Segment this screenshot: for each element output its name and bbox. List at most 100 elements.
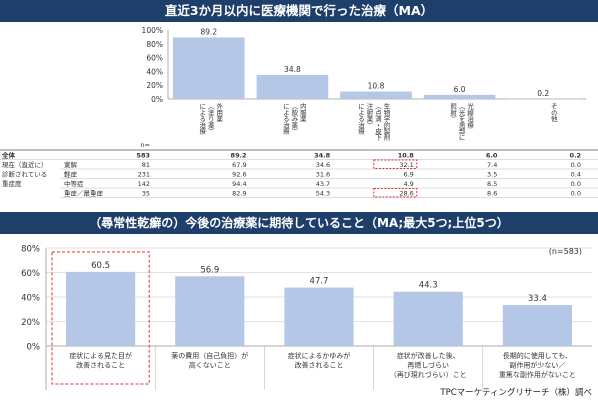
row-n: 142 bbox=[138, 180, 150, 188]
table-cell: 6.0 bbox=[486, 152, 498, 160]
bar bbox=[423, 94, 496, 99]
highlight-box bbox=[373, 159, 418, 169]
data-label: 6.0 bbox=[454, 85, 466, 94]
bar bbox=[507, 98, 579, 100]
table-cell: 10.8 bbox=[398, 152, 415, 160]
row-label: 寛解 bbox=[64, 160, 78, 169]
bottom-chart: 80% 60% 40% 20% 0% (n=583) 60.5 症状による見た目が改善されるこ… bbox=[21, 245, 592, 390]
data-label: 89.2 bbox=[200, 27, 217, 36]
row-label: 中等症 bbox=[64, 179, 84, 188]
x-category-label: 再燃しづらい bbox=[407, 361, 449, 370]
y-tick-label: 60% bbox=[146, 54, 163, 63]
row-label: 重症／最重症 bbox=[64, 189, 104, 198]
x-category-label: （塗り薬） bbox=[206, 103, 214, 134]
table-cell: 89.2 bbox=[231, 152, 247, 160]
x-category-label: （再び現れづらい）こと bbox=[390, 370, 467, 379]
table-cell: 31.6 bbox=[316, 171, 330, 179]
x-category-label: 症状によるかゆみが bbox=[288, 351, 351, 360]
table-cell: 6.9 bbox=[403, 171, 413, 179]
table-cell: 7.4 bbox=[487, 161, 497, 169]
table-cell: 54.3 bbox=[316, 190, 330, 198]
table-cell: 8.5 bbox=[487, 180, 497, 188]
row-n: 81 bbox=[142, 161, 150, 169]
row-n: 35 bbox=[142, 190, 150, 198]
data-label: 60.5 bbox=[91, 261, 110, 271]
bar bbox=[66, 271, 136, 346]
x-category-label: 注射薬） bbox=[365, 102, 373, 128]
x-category-label: 照射） bbox=[449, 103, 457, 122]
table-cell: 0.4 bbox=[571, 171, 581, 179]
x-category-label: による治療 bbox=[198, 103, 206, 135]
table-cell: 34.8 bbox=[314, 152, 331, 160]
highlight-box bbox=[51, 251, 150, 385]
x-category-label: （飲み薬） bbox=[290, 103, 298, 134]
table-cell: 8.6 bbox=[487, 190, 497, 198]
y-tick-label: 40% bbox=[21, 294, 40, 304]
table-cell: 32.1 bbox=[399, 161, 413, 169]
table-cell: 3.5 bbox=[487, 171, 497, 179]
row-group-label: 現在（直近に） bbox=[2, 160, 48, 169]
source-credit: TPCマーケティングリサーチ（株）調べ bbox=[440, 388, 592, 398]
x-category-label: による治療 bbox=[281, 103, 289, 135]
y-tick-label: 40% bbox=[146, 67, 163, 76]
row-n: 583 bbox=[136, 152, 150, 160]
x-category-label: 外用薬 bbox=[215, 102, 223, 123]
table-cell: 0.0 bbox=[571, 180, 581, 188]
bar bbox=[256, 74, 329, 99]
table-cell: 0.0 bbox=[571, 161, 581, 169]
row-n: 231 bbox=[138, 171, 150, 179]
x-category-label: 内服薬 bbox=[298, 102, 306, 123]
x-category-label: 症状による見た目が bbox=[69, 351, 132, 360]
row-label: 軽症 bbox=[64, 170, 78, 179]
data-label: 47.7 bbox=[310, 277, 329, 287]
y-tick-label: 0% bbox=[151, 95, 163, 104]
x-category-label: 光線治療 bbox=[466, 102, 474, 129]
table-cell: 0.2 bbox=[569, 152, 581, 160]
bar bbox=[173, 37, 245, 99]
highlight-box bbox=[373, 188, 418, 198]
x-category-label: 生物学的製剤 bbox=[382, 102, 390, 142]
x-category-label: 重篤な副作用がないこと bbox=[499, 370, 576, 379]
bar bbox=[284, 287, 354, 346]
bar bbox=[175, 276, 245, 346]
x-category-label: 症状が改善した後、 bbox=[397, 351, 460, 360]
bar bbox=[340, 91, 412, 99]
row-group-label: 重症度 bbox=[2, 179, 22, 188]
table-cell: 67.9 bbox=[232, 161, 246, 169]
y-tick-label: 100% bbox=[142, 26, 163, 35]
table-cell: 34.6 bbox=[316, 161, 330, 169]
table-cell: 28.6 bbox=[399, 190, 413, 198]
table-cell: 4.9 bbox=[403, 180, 413, 188]
x-category-label: による治療 bbox=[357, 103, 365, 135]
y-tick-label: 0% bbox=[27, 343, 41, 353]
x-category-label: その他 bbox=[549, 103, 557, 123]
row-group-label: 診断されている bbox=[2, 170, 47, 179]
bar bbox=[502, 305, 572, 346]
table-cell: 82.9 bbox=[232, 190, 246, 198]
bar bbox=[393, 291, 463, 346]
x-category-label: 高くないこと bbox=[189, 361, 231, 370]
y-tick-label: 20% bbox=[146, 81, 163, 90]
bottom-chart-title: （尋常性乾癬の）今後の治療薬に期待していること（MA;最大5つ;上位5つ） bbox=[0, 212, 598, 234]
n-header: n= bbox=[140, 141, 150, 149]
y-tick-label: 80% bbox=[21, 245, 40, 255]
data-label: 0.2 bbox=[537, 89, 549, 98]
y-tick-label: 80% bbox=[146, 40, 163, 49]
data-label: 10.8 bbox=[368, 82, 385, 91]
top-chart: 100%80%60%40%20%0%89.2外用薬（塗り薬）による治療34.8内… bbox=[0, 26, 598, 198]
data-label: 44.3 bbox=[419, 281, 438, 291]
x-category-label: 副作用が少ない／ bbox=[509, 361, 565, 370]
x-category-label: 改善されること bbox=[76, 361, 125, 370]
data-label: 56.9 bbox=[200, 265, 219, 275]
row-group-label: 全体 bbox=[1, 151, 16, 160]
top-chart-title: 直近3か月以内に医療機関で行った治療（MA） bbox=[0, 0, 598, 22]
x-category-label: 薬の費用（自己負担）が bbox=[171, 351, 248, 360]
data-label: 34.8 bbox=[284, 65, 301, 74]
table-cell: 0.0 bbox=[571, 190, 581, 198]
table-cell: 92.6 bbox=[232, 171, 246, 179]
x-category-label: 改善されること bbox=[295, 361, 344, 370]
n-note: (n=583) bbox=[549, 247, 582, 256]
table-cell: 43.7 bbox=[316, 180, 330, 188]
x-category-label: （光を患部に bbox=[457, 103, 465, 141]
y-tick-label: 60% bbox=[21, 269, 40, 279]
